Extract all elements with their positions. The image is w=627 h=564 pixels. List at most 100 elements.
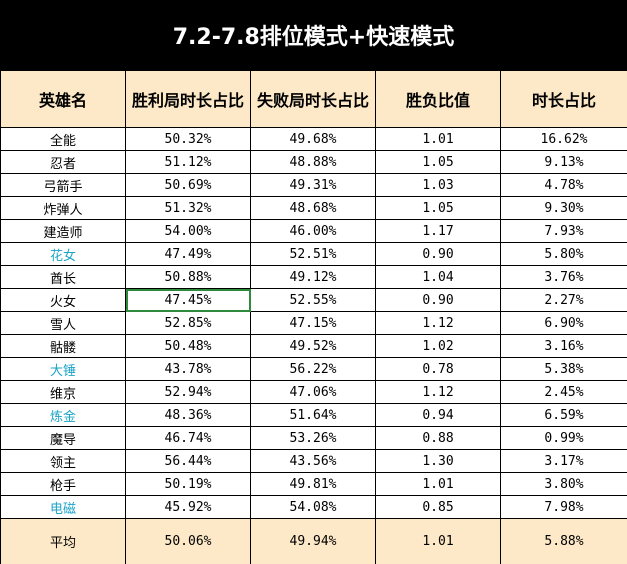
value-cell: 50.32% xyxy=(125,127,251,151)
data-row: 花女 47.49% 52.51% 0.90 5.80% xyxy=(0,242,627,266)
value-cell: 47.06% xyxy=(250,380,376,404)
value-cell: 49.12% xyxy=(250,265,376,289)
value-cell: 6.90% xyxy=(500,311,627,335)
name-cell: 平均 xyxy=(0,518,126,564)
value-cell: 48.88% xyxy=(250,150,376,174)
value-cell: 49.94% xyxy=(250,518,376,564)
data-row: 骷髅 50.48% 49.52% 1.02 3.16% xyxy=(0,334,627,358)
data-row: 炸弹人 51.32% 48.68% 1.05 9.30% xyxy=(0,196,627,220)
value-cell: 1.01 xyxy=(375,518,501,564)
value-cell: 56.44% xyxy=(125,449,251,473)
data-row: 炼金 48.36% 51.64% 0.94 6.59% xyxy=(0,403,627,427)
name-cell: 全能 xyxy=(0,127,126,151)
value-cell: 52.85% xyxy=(125,311,251,335)
value-cell: 5.80% xyxy=(500,242,627,266)
data-row: 酋长 50.88% 49.12% 1.04 3.76% xyxy=(0,265,627,289)
name-cell: 建造师 xyxy=(0,219,126,243)
value-cell: 47.15% xyxy=(250,311,376,335)
value-cell: 45.92% xyxy=(125,495,251,519)
value-cell: 51.12% xyxy=(125,150,251,174)
data-row: 电磁 45.92% 54.08% 0.85 7.98% xyxy=(0,495,627,519)
value-cell: 1.01 xyxy=(375,472,501,496)
value-cell: 时长占比 xyxy=(500,70,627,128)
value-cell: 43.78% xyxy=(125,357,251,381)
name-cell: 电磁 xyxy=(0,495,126,519)
value-cell: 4.78% xyxy=(500,173,627,197)
name-cell: 维京 xyxy=(0,380,126,404)
value-cell: 0.90 xyxy=(375,288,501,312)
value-cell: 胜利局时长占比 xyxy=(125,70,251,128)
data-row: 全能 50.32% 49.68% 1.01 16.62% xyxy=(0,127,627,151)
value-cell: 7.93% xyxy=(500,219,627,243)
value-cell: 50.69% xyxy=(125,173,251,197)
value-cell: 51.32% xyxy=(125,196,251,220)
value-cell: 1.04 xyxy=(375,265,501,289)
data-row: 雪人 52.85% 47.15% 1.12 6.90% xyxy=(0,311,627,335)
value-cell: 1.05 xyxy=(375,196,501,220)
value-cell: 1.01 xyxy=(375,127,501,151)
value-cell: 52.55% xyxy=(250,288,376,312)
footer-row: 平均 50.06% 49.94% 1.01 5.88% xyxy=(0,518,627,564)
data-row: 维京 52.94% 47.06% 1.12 2.45% xyxy=(0,380,627,404)
value-cell: 0.94 xyxy=(375,403,501,427)
value-cell: 52.51% xyxy=(250,242,376,266)
value-cell: 50.88% xyxy=(125,265,251,289)
name-cell: 弓箭手 xyxy=(0,173,126,197)
value-cell: 46.00% xyxy=(250,219,376,243)
value-cell: 1.05 xyxy=(375,150,501,174)
value-cell: 49.81% xyxy=(250,472,376,496)
value-cell: 50.06% xyxy=(125,518,251,564)
name-cell: 炸弹人 xyxy=(0,196,126,220)
value-cell: 1.03 xyxy=(375,173,501,197)
value-cell: 3.76% xyxy=(500,265,627,289)
header-row: 英雄名 胜利局时长占比 失败局时长占比 胜负比值 时长占比 xyxy=(0,70,627,128)
value-cell: 50.48% xyxy=(125,334,251,358)
name-cell: 大锤 xyxy=(0,357,126,381)
name-cell: 魔导 xyxy=(0,426,126,450)
name-cell: 忍者 xyxy=(0,150,126,174)
data-row: 火女 47.45% 52.55% 0.90 2.27% xyxy=(0,288,627,312)
data-row: 忍者 51.12% 48.88% 1.05 9.13% xyxy=(0,150,627,174)
value-cell: 49.68% xyxy=(250,127,376,151)
value-cell: 43.56% xyxy=(250,449,376,473)
value-cell: 1.02 xyxy=(375,334,501,358)
name-cell: 领主 xyxy=(0,449,126,473)
value-cell: 1.12 xyxy=(375,311,501,335)
value-cell: 3.16% xyxy=(500,334,627,358)
value-cell: 54.00% xyxy=(125,219,251,243)
value-cell: 1.30 xyxy=(375,449,501,473)
data-table: 英雄名 胜利局时长占比 失败局时长占比 胜负比值 时长占比 全能 50.32% 49.68% 1… xyxy=(0,70,627,564)
name-cell: 酋长 xyxy=(0,265,126,289)
data-row: 魔导 46.74% 53.26% 0.88 0.99% xyxy=(0,426,627,450)
value-cell: 47.49% xyxy=(125,242,251,266)
value-cell: 56.22% xyxy=(250,357,376,381)
data-row: 大锤 43.78% 56.22% 0.78 5.38% xyxy=(0,357,627,381)
value-cell: 0.99% xyxy=(500,426,627,450)
name-cell: 英雄名 xyxy=(0,70,126,128)
value-cell: 0.85 xyxy=(375,495,501,519)
data-row: 建造师 54.00% 46.00% 1.17 7.93% xyxy=(0,219,627,243)
value-cell: 9.13% xyxy=(500,150,627,174)
value-cell: 2.27% xyxy=(500,288,627,312)
name-cell: 炼金 xyxy=(0,403,126,427)
value-cell: 50.19% xyxy=(125,472,251,496)
value-cell: 胜负比值 xyxy=(375,70,501,128)
value-cell: 54.08% xyxy=(250,495,376,519)
value-cell: 52.94% xyxy=(125,380,251,404)
value-cell: 47.45% xyxy=(125,288,251,312)
name-cell: 雪人 xyxy=(0,311,126,335)
value-cell: 16.62% xyxy=(500,127,627,151)
data-row: 枪手 50.19% 49.81% 1.01 3.80% xyxy=(0,472,627,496)
value-cell: 2.45% xyxy=(500,380,627,404)
value-cell: 51.64% xyxy=(250,403,376,427)
name-cell: 花女 xyxy=(0,242,126,266)
data-row: 领主 56.44% 43.56% 1.30 3.17% xyxy=(0,449,627,473)
value-cell: 0.88 xyxy=(375,426,501,450)
value-cell: 7.98% xyxy=(500,495,627,519)
name-cell: 火女 xyxy=(0,288,126,312)
value-cell: 3.80% xyxy=(500,472,627,496)
name-cell: 枪手 xyxy=(0,472,126,496)
value-cell: 0.78 xyxy=(375,357,501,381)
value-cell: 49.31% xyxy=(250,173,376,197)
